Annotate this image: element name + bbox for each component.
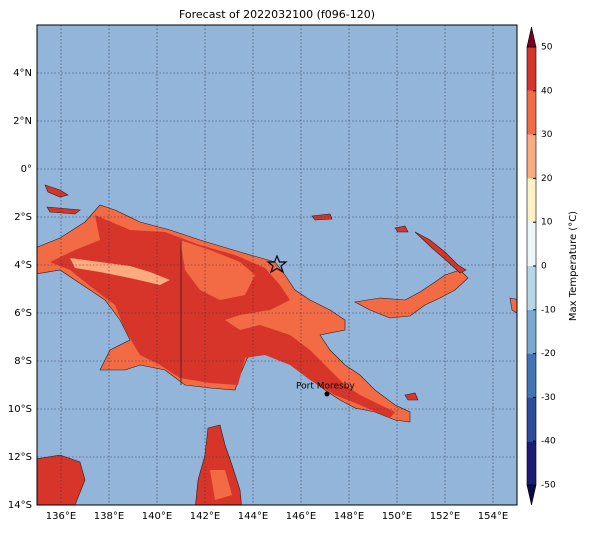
x-tick-label: 142°E [190, 511, 220, 522]
star-marker [266, 254, 288, 274]
x-tick-label: 138°E [94, 511, 124, 522]
x-tick-label: 140°E [142, 511, 172, 522]
colorbar-bin [527, 441, 536, 485]
colorbar-tick-label: -40 [541, 437, 556, 447]
colorbar-tick-label: -50 [541, 481, 556, 491]
colorbar-tick-label: 30 [541, 130, 553, 140]
new-ireland [414, 231, 467, 274]
x-tick-label: 136°E [46, 511, 76, 522]
axes: 136°E 138°E 140°E 142°E 144°E 146°E 148°E 150°E… [8, 68, 508, 522]
frame [36, 24, 518, 506]
map: Port Moresby [37, 25, 517, 505]
x-tick-label: 148°E [334, 511, 364, 522]
y-tick-label: 2°S [14, 212, 32, 223]
extend-low [526, 484, 537, 506]
hot-area [50, 215, 395, 418]
title: Forecast of 2022032100 (f096-120) [179, 8, 375, 21]
city-label: Port Moresby [296, 382, 355, 392]
colorbar-label: Max Temperature (°C) [568, 211, 579, 321]
colorbar-bin [527, 222, 536, 266]
x-tick-label: 146°E [286, 511, 316, 522]
warm-area [70, 258, 170, 285]
island-a [44, 184, 69, 198]
x-tick-label: 152°E [430, 511, 460, 522]
cape-york [195, 424, 242, 505]
colorbar-tick-label: -10 [541, 305, 556, 315]
colorbar-bin [527, 178, 536, 223]
y-tick-label: 2°N [13, 116, 32, 127]
colorbar-bin [527, 90, 536, 135]
city-dot [324, 391, 330, 397]
y-tick-label: 6°S [14, 308, 32, 319]
y-tick-label: 12°S [8, 452, 32, 463]
y-tick-label: 8°S [14, 356, 32, 367]
graticule [37, 25, 517, 505]
y-tick-label: 14°S [8, 500, 32, 511]
colorbar-tick-label: 50 [541, 43, 553, 53]
extend-high [526, 26, 537, 48]
colorbar-bin [527, 309, 536, 354]
colorbar-bin [527, 353, 536, 398]
colorbar-tick-label: 20 [541, 174, 553, 184]
colorbar-bin [527, 397, 536, 442]
colorbar-bin [527, 134, 536, 179]
colorbar-tick-label: 40 [541, 86, 553, 96]
x-tick-label: 144°E [238, 511, 268, 522]
y-tick-label: 4°N [13, 68, 32, 79]
colorbar-tick-label: 0 [541, 262, 547, 272]
y-tick-label: 4°S [14, 260, 32, 271]
colorbar-bin [527, 266, 536, 310]
colorbar: -50 -40 -30 -20 -10 0 10 20 30 40 50 [526, 26, 556, 506]
colorbar-bin [527, 47, 536, 91]
colorbar-tick-label: 10 [541, 218, 553, 228]
x-tick-label: 150°E [382, 511, 412, 522]
cape-york-warm [210, 470, 232, 500]
australia-west [37, 454, 86, 505]
colorbar-tick-label: -20 [541, 349, 556, 359]
mild-area [180, 240, 255, 300]
y-tick-label: 0° [21, 164, 32, 175]
y-tick-label: 10°S [8, 404, 32, 415]
new-britain [354, 269, 469, 319]
island-d [394, 225, 409, 233]
x-tick-label: 154°E [478, 511, 508, 522]
colorbar-tick-label: -30 [541, 393, 556, 403]
island-e [404, 392, 419, 401]
island-b [46, 206, 81, 215]
